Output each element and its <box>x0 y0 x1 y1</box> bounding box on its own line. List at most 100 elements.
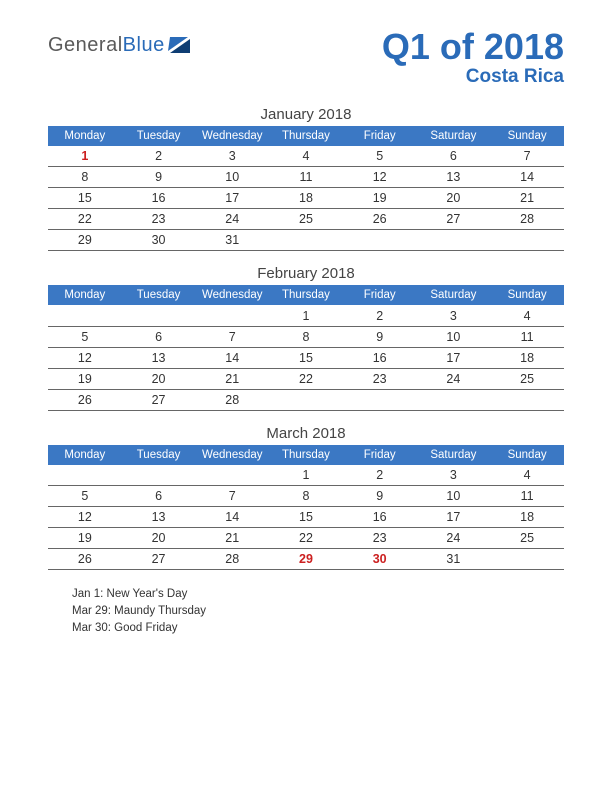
calendar-cell: 29 <box>48 230 122 251</box>
calendar-cell: 22 <box>269 528 343 549</box>
calendar-row: 891011121314 <box>48 167 564 188</box>
calendar-cell: 6 <box>122 326 196 347</box>
calendar-row: 19202122232425 <box>48 528 564 549</box>
day-header: Thursday <box>269 445 343 465</box>
calendar-cell: 13 <box>122 507 196 528</box>
day-header: Thursday <box>269 285 343 305</box>
calendar-cell: 15 <box>269 507 343 528</box>
calendar-cell <box>269 389 343 410</box>
calendar-row: 567891011 <box>48 326 564 347</box>
calendar-row: 19202122232425 <box>48 368 564 389</box>
calendar-cell: 28 <box>490 209 564 230</box>
month-block: March 2018MondayTuesdayWednesdayThursday… <box>48 425 564 571</box>
calendar-cell <box>490 230 564 251</box>
calendar-cell: 14 <box>490 167 564 188</box>
calendar-cell: 15 <box>48 188 122 209</box>
calendar-cell: 2 <box>343 305 417 326</box>
calendar-cell: 25 <box>490 528 564 549</box>
calendar-cell: 27 <box>122 389 196 410</box>
calendar-cell: 7 <box>195 326 269 347</box>
holiday-item: Jan 1: New Year's Day <box>72 586 564 603</box>
calendar-cell: 14 <box>195 347 269 368</box>
calendar-cell: 24 <box>417 368 491 389</box>
calendar-cell: 6 <box>417 146 491 167</box>
calendar-cell: 26 <box>48 389 122 410</box>
day-header: Saturday <box>417 445 491 465</box>
calendar-cell: 9 <box>122 167 196 188</box>
day-header: Friday <box>343 285 417 305</box>
day-header: Wednesday <box>195 126 269 146</box>
calendar-cell: 13 <box>122 347 196 368</box>
calendar-cell: 31 <box>417 549 491 570</box>
calendar-cell <box>122 305 196 326</box>
calendar-cell: 2 <box>122 146 196 167</box>
calendar-cell: 28 <box>195 389 269 410</box>
calendar-cell <box>48 465 122 486</box>
page-subtitle: Costa Rica <box>382 66 564 88</box>
calendar-row: 262728293031 <box>48 549 564 570</box>
calendar-cell: 20 <box>122 528 196 549</box>
day-header: Friday <box>343 445 417 465</box>
calendar-cell: 4 <box>490 465 564 486</box>
title-block: Q1 of 2018 Costa Rica <box>382 28 564 88</box>
calendar-cell: 30 <box>122 230 196 251</box>
calendar-cell: 11 <box>269 167 343 188</box>
calendar-cell: 17 <box>195 188 269 209</box>
calendar-cell: 19 <box>48 368 122 389</box>
calendar-cell: 19 <box>48 528 122 549</box>
calendar-cell: 7 <box>195 486 269 507</box>
calendar-cell: 12 <box>343 167 417 188</box>
calendar-cell: 4 <box>269 146 343 167</box>
holiday-item: Mar 30: Good Friday <box>72 620 564 637</box>
calendar-cell: 4 <box>490 305 564 326</box>
calendar-cell: 22 <box>269 368 343 389</box>
calendar-row: 12131415161718 <box>48 347 564 368</box>
header: GeneralBlue Q1 of 2018 Costa Rica <box>48 28 564 88</box>
calendar-cell: 27 <box>122 549 196 570</box>
day-header: Monday <box>48 285 122 305</box>
calendar-cell <box>417 389 491 410</box>
day-header: Saturday <box>417 285 491 305</box>
calendar-cell: 5 <box>48 486 122 507</box>
day-header: Sunday <box>490 285 564 305</box>
calendar-row: 1234567 <box>48 146 564 167</box>
day-header: Monday <box>48 126 122 146</box>
calendar-cell: 23 <box>343 528 417 549</box>
calendar-cell: 26 <box>343 209 417 230</box>
logo-flag-icon <box>168 37 190 53</box>
calendar-row: 1234 <box>48 305 564 326</box>
calendar-row: 15161718192021 <box>48 188 564 209</box>
calendar-cell <box>417 230 491 251</box>
page-title: Q1 of 2018 <box>382 28 564 66</box>
logo-word1: General <box>48 34 123 56</box>
calendar-cell: 18 <box>490 507 564 528</box>
calendar-cell: 21 <box>195 528 269 549</box>
calendar-table: MondayTuesdayWednesdayThursdayFridaySatu… <box>48 285 564 411</box>
calendar-cell: 16 <box>122 188 196 209</box>
calendar-cell: 14 <box>195 507 269 528</box>
calendar-cell: 11 <box>490 486 564 507</box>
calendar-cell <box>490 389 564 410</box>
day-header: Monday <box>48 445 122 465</box>
calendar-cell: 20 <box>417 188 491 209</box>
calendar-cell: 12 <box>48 507 122 528</box>
month-block: February 2018MondayTuesdayWednesdayThurs… <box>48 265 564 411</box>
calendar-cell <box>269 230 343 251</box>
day-header: Friday <box>343 126 417 146</box>
day-header: Tuesday <box>122 285 196 305</box>
day-header: Tuesday <box>122 126 196 146</box>
calendar-cell: 2 <box>343 465 417 486</box>
calendar-cell: 1 <box>48 146 122 167</box>
day-header: Sunday <box>490 445 564 465</box>
calendar-cell: 16 <box>343 507 417 528</box>
calendar-cell: 25 <box>269 209 343 230</box>
calendar-cell <box>122 465 196 486</box>
calendar-row: 12131415161718 <box>48 507 564 528</box>
calendar-cell: 11 <box>490 326 564 347</box>
calendar-row: 1234 <box>48 465 564 486</box>
month-block: January 2018MondayTuesdayWednesdayThursd… <box>48 106 564 252</box>
calendar-cell <box>343 230 417 251</box>
calendar-cell: 25 <box>490 368 564 389</box>
calendar-cell: 17 <box>417 507 491 528</box>
calendar-cell: 18 <box>490 347 564 368</box>
